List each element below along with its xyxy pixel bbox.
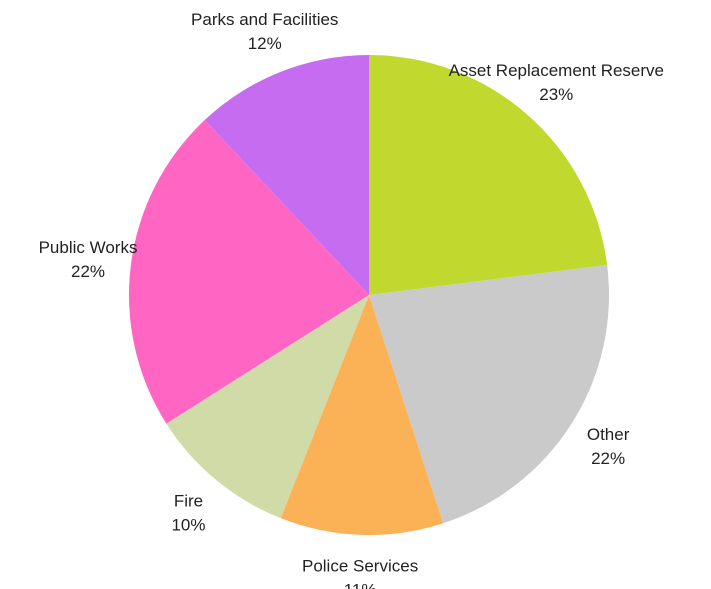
- pie-slice: [166, 295, 369, 519]
- slice-value-label: 10%: [171, 516, 205, 535]
- slice-label: Fire: [174, 492, 203, 511]
- pie-slice: [280, 295, 444, 535]
- slice-label: Public Works: [39, 238, 138, 257]
- slice-value-label: 11%: [344, 581, 377, 589]
- slice-value-label: 23%: [539, 85, 573, 104]
- slice-value-label: 12%: [248, 34, 282, 53]
- pie-slice: [129, 120, 369, 424]
- slice-label: Other: [587, 425, 630, 444]
- slice-value-label: 22%: [591, 449, 625, 468]
- slice-label: Police Services: [302, 557, 418, 576]
- slice-label: Asset Replacement Reserve: [449, 61, 664, 80]
- pie-slice: [369, 55, 608, 295]
- pie-slice: [369, 264, 609, 524]
- slice-value-label: 22%: [71, 262, 105, 281]
- slice-label: Parks and Facilities: [191, 10, 338, 29]
- pie-slice: [204, 55, 369, 295]
